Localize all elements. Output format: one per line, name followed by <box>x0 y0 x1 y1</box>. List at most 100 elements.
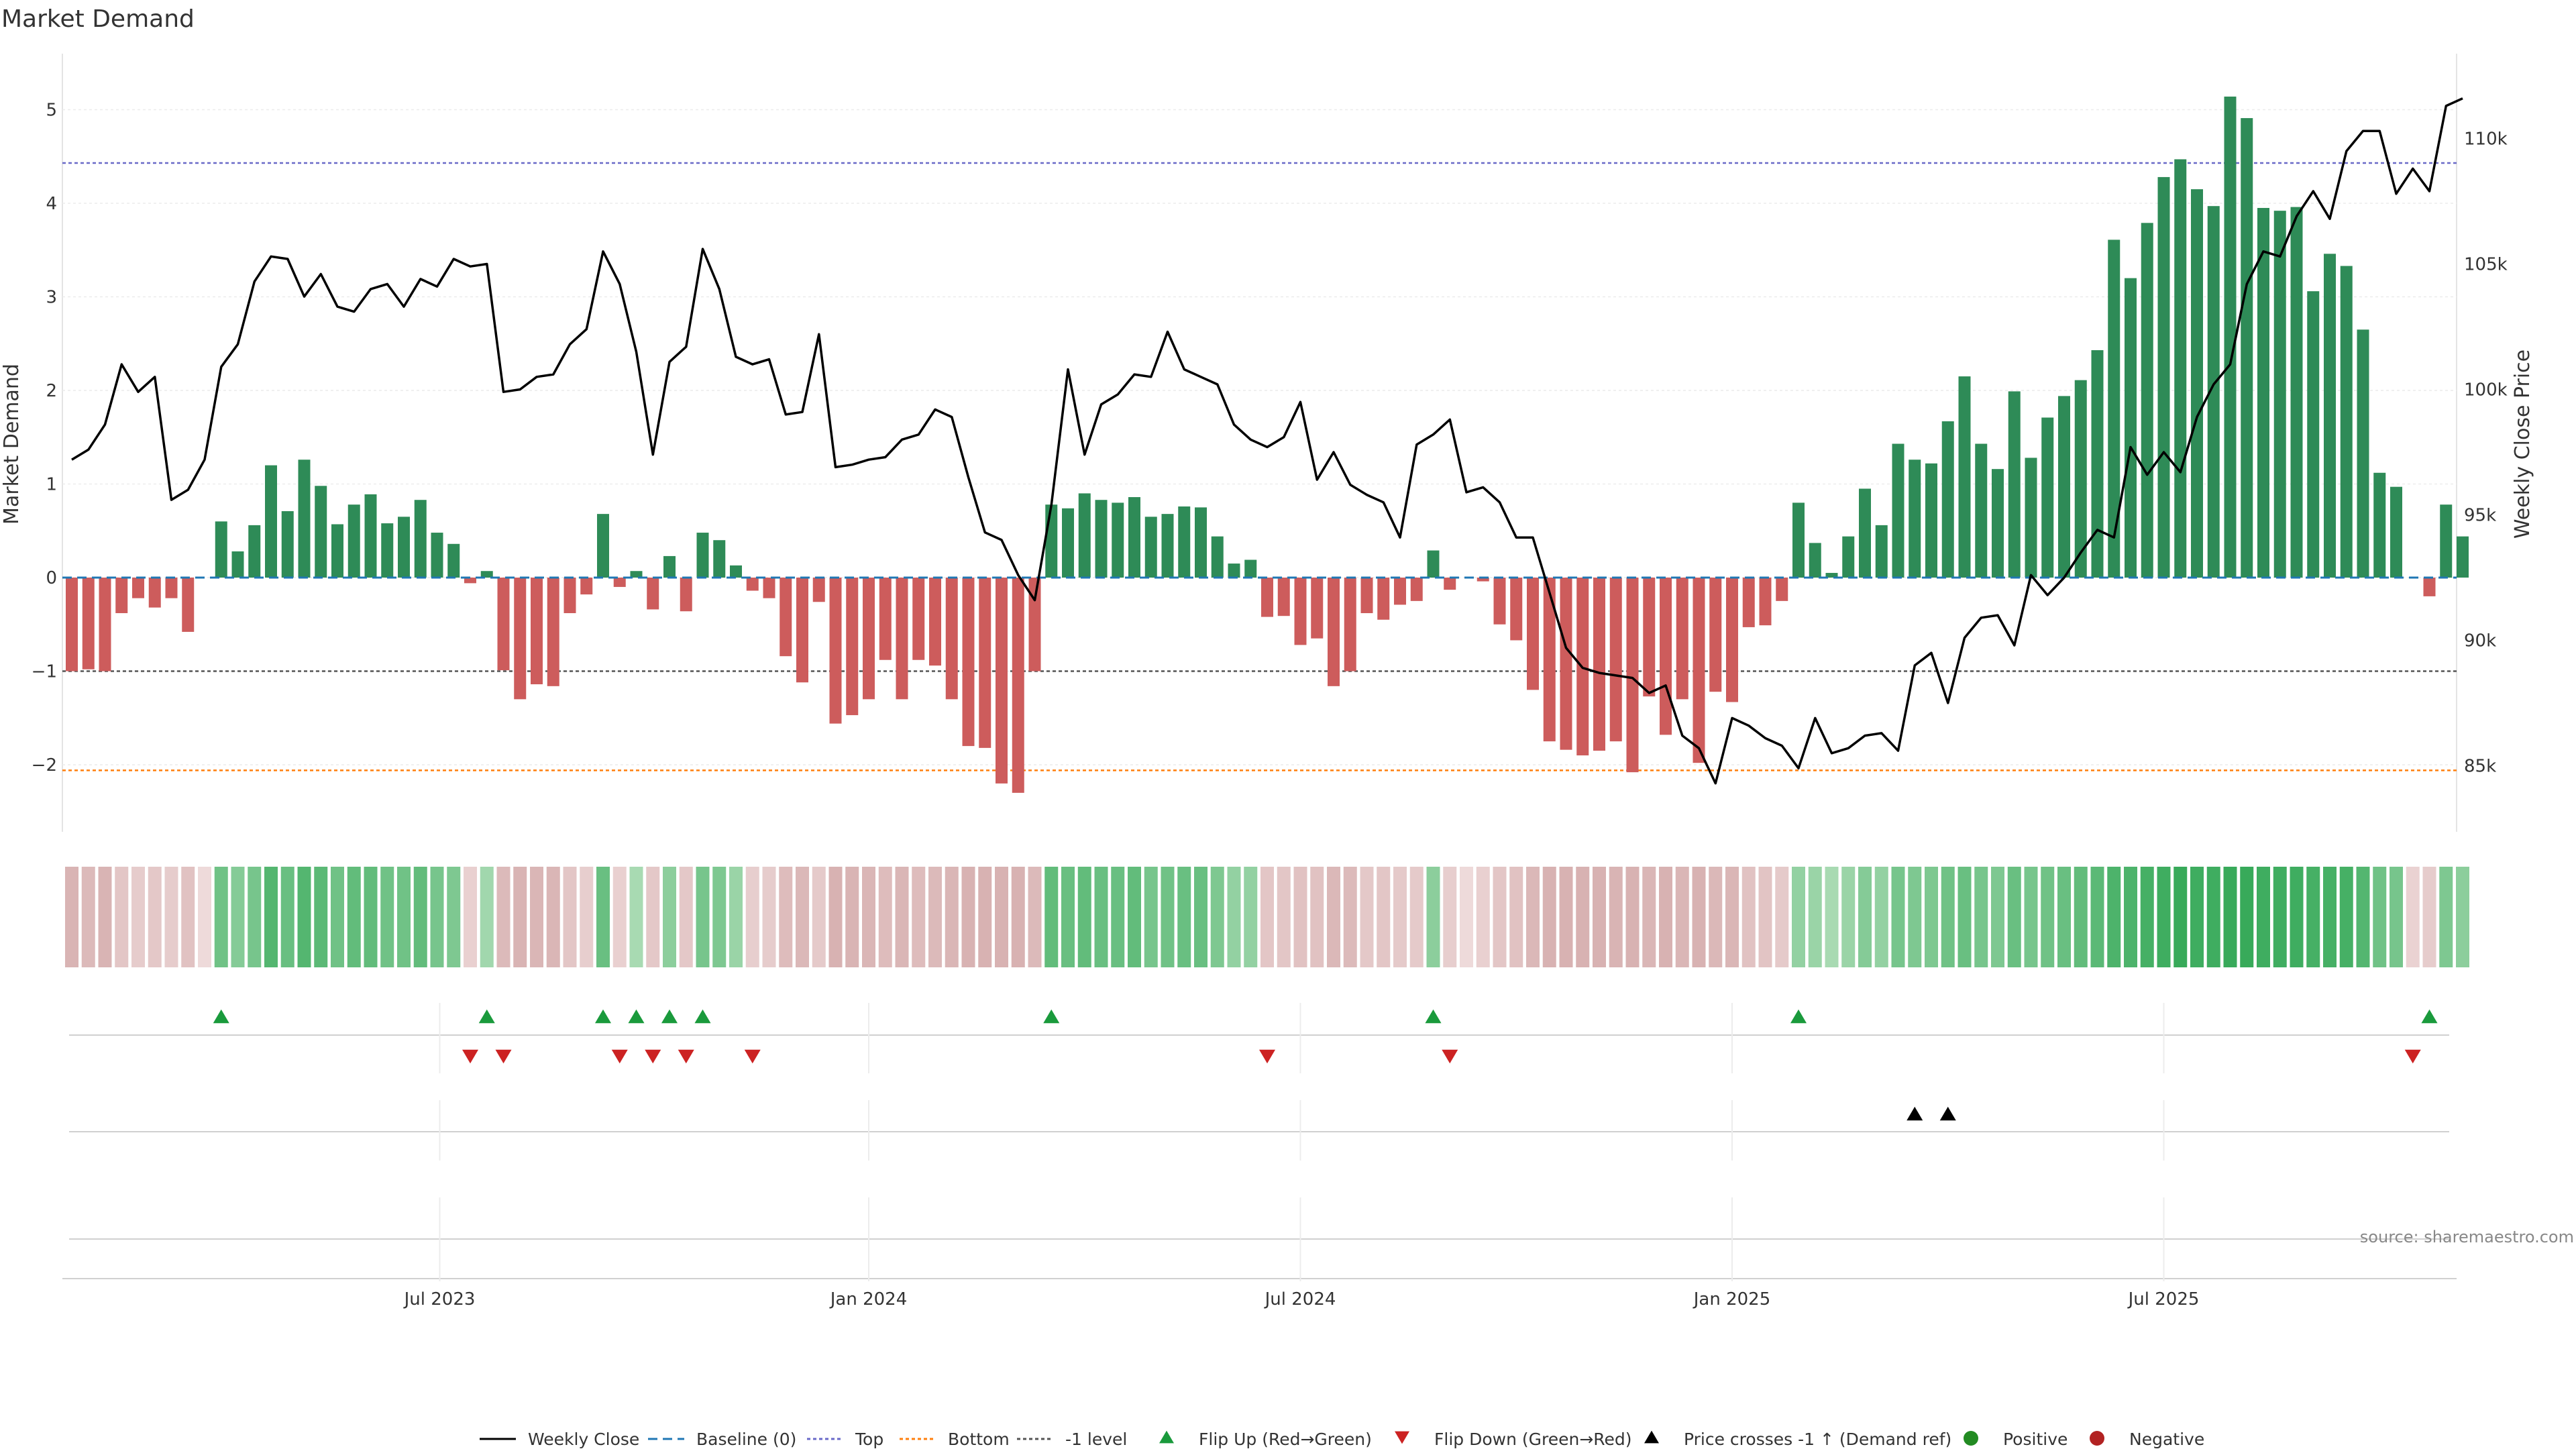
flip-up-marker <box>2421 1009 2438 1024</box>
demand-bar-positive <box>1875 525 1888 578</box>
strip-cell <box>1260 867 1274 967</box>
strip-cell <box>2074 867 2088 967</box>
demand-bar-positive <box>1842 536 1855 578</box>
strip-cell <box>2339 867 2353 967</box>
strip-cell <box>1327 867 1340 967</box>
strip-cell <box>2024 867 2038 967</box>
demand-bar-positive <box>597 514 609 578</box>
demand-bar-positive <box>1211 536 1224 578</box>
strip-cell <box>1277 867 1291 967</box>
right-tick-label: 110k <box>2464 129 2508 150</box>
strip-cell <box>513 867 527 967</box>
strip-cell <box>1377 867 1391 967</box>
demand-bar-negative <box>1527 578 1539 690</box>
strip-cell <box>580 867 594 967</box>
demand-bar-negative <box>547 578 559 686</box>
demand-bar-positive <box>398 517 410 578</box>
demand-bar-positive <box>2141 223 2153 578</box>
strip-cell <box>878 867 892 967</box>
x-tick-label: Jan 2025 <box>1693 1289 1771 1309</box>
demand-bar-positive <box>1809 543 1821 578</box>
strip-cell <box>1493 867 1507 967</box>
strip-cell <box>845 867 859 967</box>
strip-cell <box>1941 867 1955 967</box>
main-panel: 5 4 3 2 1 0 −1 −2 110k 105k 100k 95k 90k 85k <box>32 54 2508 832</box>
strip-cell <box>796 867 809 967</box>
strip-cell <box>2157 867 2171 967</box>
demand-bar-negative <box>1493 578 1506 625</box>
demand-bar-positive <box>347 504 360 578</box>
demand-bar-negative <box>1012 578 1024 793</box>
strip-cell <box>2107 867 2121 967</box>
strip-cell <box>546 867 560 967</box>
strip-cell <box>2174 867 2188 967</box>
demand-bar-positive <box>730 565 742 578</box>
flip-up-marker <box>1790 1009 1807 1024</box>
left-tick-label: 5 <box>46 101 57 121</box>
demand-bar-positive <box>2207 206 2220 578</box>
strip-cell <box>1011 867 1025 967</box>
legend-swatch-up-marker <box>1644 1430 1659 1444</box>
demand-bar-negative <box>1377 578 1390 620</box>
demand-bar-negative <box>2423 578 2436 596</box>
flip-up-marker <box>478 1009 495 1024</box>
strip-cell <box>895 867 909 967</box>
demand-bar-positive <box>315 486 327 578</box>
strip-cell <box>1659 867 1672 967</box>
source-note: source: sharemaestro.com <box>2360 1228 2574 1246</box>
strip-cell <box>1825 867 1839 967</box>
strip-cell <box>1128 867 1141 967</box>
demand-bar-negative <box>1609 578 1622 742</box>
strip-cell <box>1741 867 1756 967</box>
strip-cell <box>1609 867 1623 967</box>
strip-cell <box>464 867 477 967</box>
flip-down-marker <box>678 1049 694 1064</box>
strip-cell <box>2456 867 2469 967</box>
strip-cell <box>1094 867 1108 967</box>
demand-bar-positive <box>696 533 709 578</box>
demand-bar-negative <box>580 578 593 595</box>
flip-up-marker <box>694 1009 711 1024</box>
demand-bar-negative <box>1776 578 1788 601</box>
demand-bar-negative <box>1626 578 1639 773</box>
flip-down-marker <box>462 1049 478 1064</box>
strip-cell <box>663 867 676 967</box>
flip-down-marker <box>1442 1049 1458 1064</box>
demand-bar-positive <box>2091 350 2104 578</box>
demand-bar-negative <box>763 578 775 598</box>
strip-cell <box>1908 867 1922 967</box>
strip-cell <box>1709 867 1723 967</box>
flip-up-marker <box>628 1009 645 1024</box>
strip-cell <box>1194 867 1208 967</box>
demand-bar-negative <box>1261 578 1273 617</box>
strip-cell <box>1775 867 1789 967</box>
strip-cell <box>612 867 627 967</box>
demand-bar-positive <box>2390 486 2402 578</box>
strip-cell <box>995 867 1008 967</box>
demand-bar-positive <box>2440 504 2453 578</box>
flip-up-marker <box>213 1009 229 1024</box>
demand-bar-positive <box>2008 391 2021 578</box>
right-tick-label: 95k <box>2464 506 2496 526</box>
strip-cell <box>164 867 178 967</box>
strip-cell <box>1991 867 2004 967</box>
demand-bar-negative <box>132 578 144 598</box>
demand-bar-negative <box>531 578 543 685</box>
strip-cell <box>1227 867 1241 967</box>
demand-bar-negative <box>945 578 958 700</box>
strip-cell <box>2390 867 2403 967</box>
strip-cell <box>1476 867 1490 967</box>
demand-bar-positive <box>1228 564 1240 578</box>
demand-bar-positive <box>2058 396 2070 578</box>
strip-cell <box>2306 867 2320 967</box>
demand-bar-positive <box>248 525 261 578</box>
strip-cell <box>314 867 328 967</box>
demand-bar-negative <box>1660 578 1672 735</box>
strip-cell <box>1625 867 1640 967</box>
strip-cell <box>2422 867 2436 967</box>
strip-cell <box>231 867 245 967</box>
demand-bar-negative <box>1410 578 1423 601</box>
demand-bar-negative <box>829 578 842 724</box>
demand-bar-negative <box>680 578 692 612</box>
price-cross-marker <box>1907 1106 1923 1121</box>
